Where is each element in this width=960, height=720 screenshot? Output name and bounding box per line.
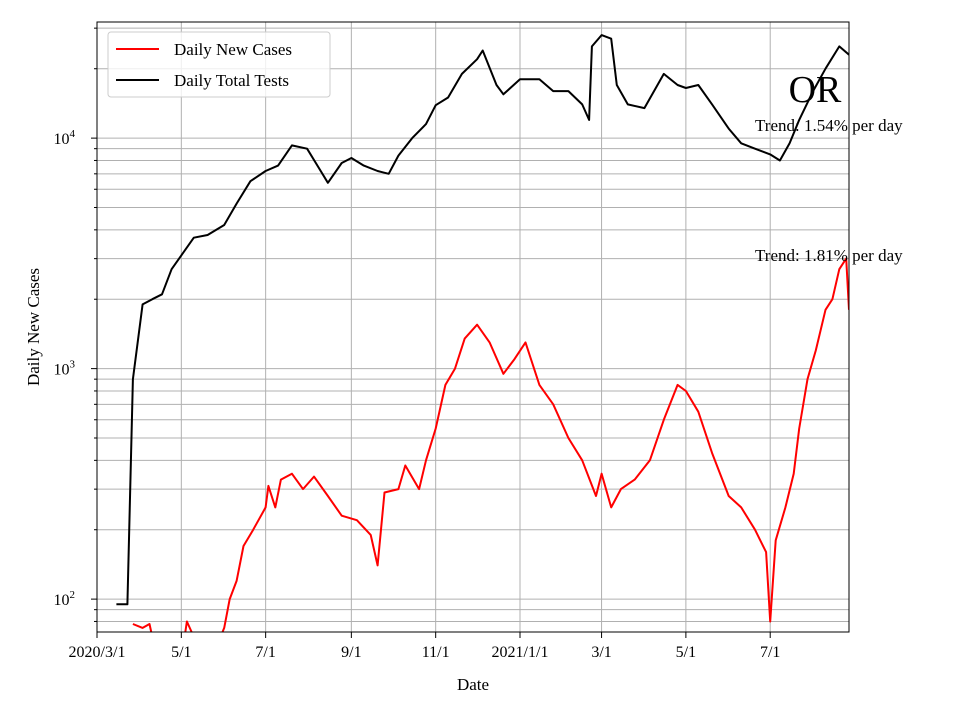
x-tick-label: 7/1	[760, 644, 780, 661]
x-tick-label: 3/1	[591, 644, 611, 661]
axis-ticks: 2020/3/1 5/1 7/1 9/1 11/1 2021/1/1 3/1 5/1 7/1 10…	[54, 27, 780, 661]
x-axis-label: Date	[457, 675, 489, 694]
series-line-daily-new-cases	[132, 257, 849, 632]
grid	[96, 22, 849, 632]
y-axis-label: Daily New Cases	[24, 268, 43, 386]
y-tick-label: 104	[54, 128, 76, 148]
legend-label-cases: Daily New Cases	[174, 40, 292, 59]
x-tick-label: 7/1	[255, 644, 275, 661]
series-lines	[116, 34, 849, 632]
trend-annotation-cases: Trend: 1.81% per day	[755, 246, 903, 265]
chart-title: OR	[789, 69, 842, 111]
legend-label-tests: Daily Total Tests	[174, 71, 289, 90]
legend-box	[107, 31, 331, 98]
x-tick-label: 2021/1/1	[492, 644, 549, 661]
trend-annotation-tests: Trend: 1.54% per day	[755, 116, 903, 135]
x-tick-label: 5/1	[171, 644, 191, 661]
series-line-daily-total-tests	[116, 34, 849, 606]
x-tick-label: 5/1	[676, 644, 696, 661]
y-tick-label: 103	[54, 359, 76, 379]
y-tick-label: 102	[54, 589, 76, 609]
x-tick-label: 9/1	[341, 644, 361, 661]
legend: Daily New Cases Daily Total Tests	[107, 31, 331, 98]
x-tick-label: 2020/3/1	[69, 644, 126, 661]
x-tick-label: 11/1	[422, 644, 450, 661]
plot-frame	[96, 21, 850, 633]
